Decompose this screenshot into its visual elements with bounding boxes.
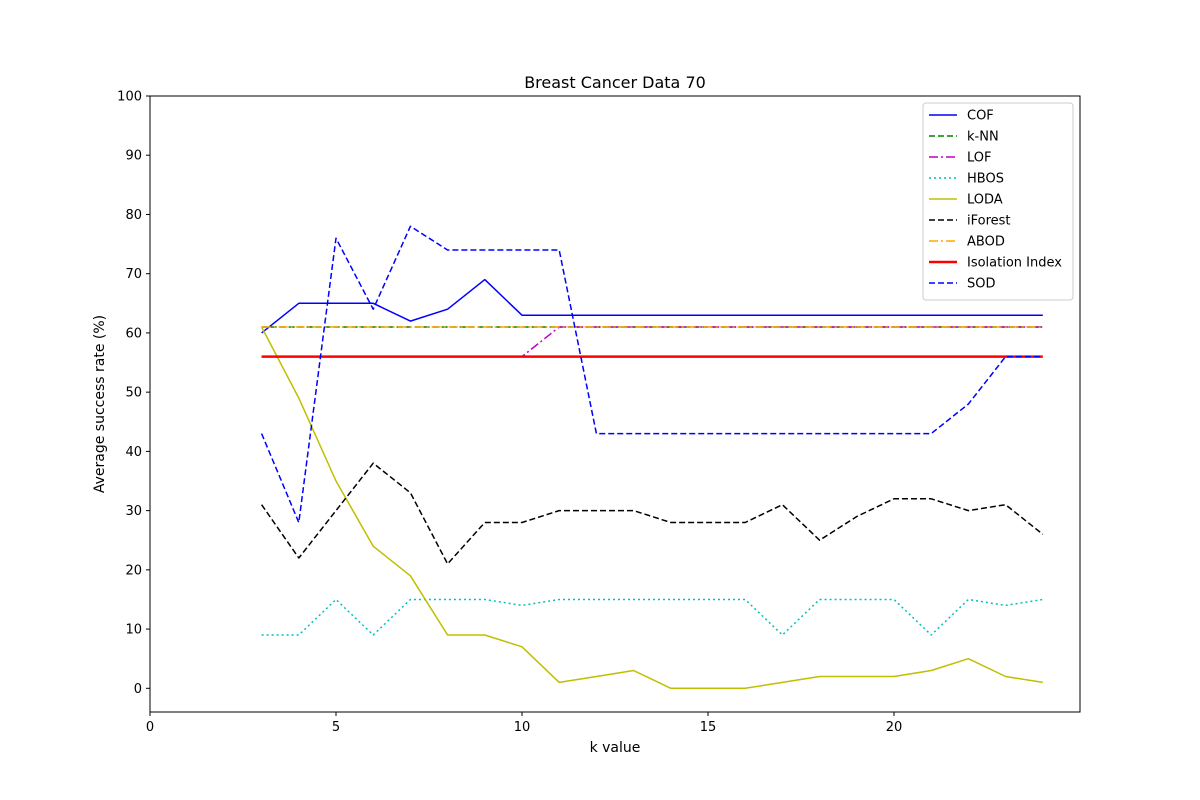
legend-label: SOD: [967, 277, 996, 292]
series-line-0: [261, 278, 1043, 334]
series-line-5: [260, 462, 1044, 565]
y-tick-label: 40: [125, 445, 142, 460]
legend-label: k-NN: [967, 130, 999, 145]
y-tick-label: 0: [134, 682, 142, 697]
legend-label: LODA: [967, 193, 1003, 208]
x-tick-label: 10: [514, 720, 531, 735]
legend: COF k-NN LOF HBOS LODA iForest ABOD Isolation I…: [922, 102, 1074, 301]
chart-title: Breast Cancer Data 70: [524, 73, 706, 92]
legend-label: LOF: [967, 151, 992, 166]
y-tick-label: 90: [125, 149, 142, 164]
y-tick-label: 10: [125, 623, 142, 638]
legend-box: [922, 102, 1074, 301]
y-tick-label: 100: [117, 90, 142, 105]
y-tick-label: 60: [125, 326, 142, 341]
series-line-8: [260, 225, 1043, 524]
plot-frame: [149, 95, 1081, 713]
y-tick-label: 80: [125, 208, 142, 223]
x-axis-label: k value: [590, 740, 641, 756]
legend-label: HBOS: [967, 172, 1004, 187]
y-tick-label: 70: [125, 267, 142, 282]
series-layer: [260, 225, 1044, 690]
legend-label: COF: [967, 109, 994, 124]
y-tick-label: 30: [125, 504, 142, 519]
x-tick-label: 15: [700, 720, 717, 735]
x-tick-label: 5: [332, 720, 340, 735]
y-axis-label: Average success rate (%): [92, 315, 108, 493]
y-tick-label: 50: [125, 386, 142, 401]
series-line-4: [260, 326, 1043, 690]
y-tick-label: 20: [125, 563, 142, 578]
series-line-3: [261, 598, 1043, 636]
legend-label: iForest: [967, 214, 1011, 229]
legend-label: Isolation Index: [967, 256, 1062, 271]
legend-label: ABOD: [967, 235, 1005, 250]
x-tick-label: 20: [886, 720, 903, 735]
axes-layer: 0 5 10 15 20 0 10 20 30 40 50 60 70 80 90 100: [117, 90, 1081, 735]
x-tick-label: 0: [146, 720, 154, 735]
